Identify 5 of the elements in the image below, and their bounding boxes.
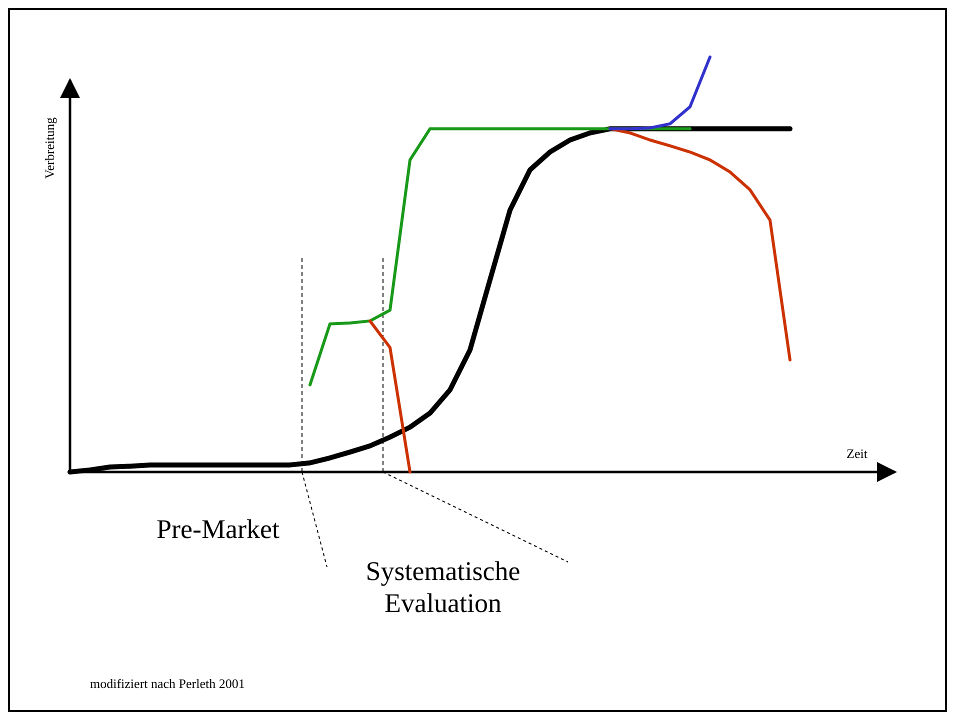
text: Systematische Evaluation <box>366 556 520 618</box>
text: modifiziert nach Perleth 2001 <box>90 676 245 691</box>
x-axis-title: Zeit <box>846 446 868 461</box>
y-axis-title: Verbreitung <box>42 116 57 179</box>
text: Pre-Market <box>156 514 280 544</box>
